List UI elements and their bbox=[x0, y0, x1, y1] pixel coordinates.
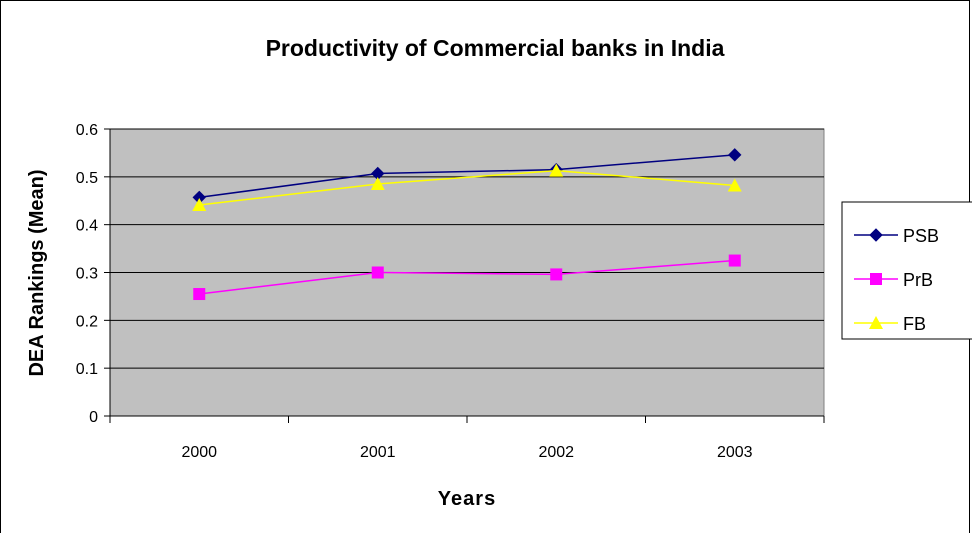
data-point bbox=[549, 163, 564, 177]
x-axis-title: Years bbox=[438, 488, 496, 510]
y-axis-title: DEA Rankings (Mean) bbox=[26, 169, 48, 376]
y-tick-label: 0.5 bbox=[76, 170, 98, 187]
y-tick-label: 0.6 bbox=[76, 122, 98, 139]
legend-marker bbox=[869, 316, 883, 329]
data-point bbox=[371, 266, 384, 279]
legend-item-psb: PSB bbox=[854, 226, 939, 246]
series-psb bbox=[192, 148, 742, 205]
legend-marker bbox=[869, 228, 883, 242]
data-point bbox=[193, 288, 206, 301]
data-point bbox=[370, 177, 385, 191]
data-point bbox=[192, 198, 207, 212]
y-tick-label: 0.3 bbox=[76, 266, 98, 283]
series-line bbox=[199, 259, 735, 295]
legend-label: FB bbox=[903, 314, 926, 334]
series-layer bbox=[192, 148, 742, 301]
x-tick-label: 2001 bbox=[360, 444, 396, 461]
y-tick-label: 0.1 bbox=[76, 361, 98, 378]
legend-label: PrB bbox=[903, 270, 933, 290]
data-point bbox=[728, 254, 741, 267]
series-line bbox=[199, 154, 735, 199]
legend-marker bbox=[870, 273, 882, 285]
data-point bbox=[550, 268, 563, 281]
legend: PSB PrB FB bbox=[841, 201, 972, 340]
legend-item-prb: PrB bbox=[854, 270, 933, 290]
data-point bbox=[728, 148, 742, 162]
y-tick-label: 0 bbox=[89, 409, 98, 426]
x-axis-ticks: 2000 2001 2002 2003 bbox=[109, 416, 825, 461]
series-line bbox=[199, 169, 735, 206]
y-axis-ticks: 0 0.1 0.2 0.3 0.4 0.5 0.6 bbox=[76, 122, 110, 426]
chart-title: Productivity of Commercial banks in Indi… bbox=[266, 35, 725, 61]
series-prb bbox=[193, 254, 741, 301]
legend-item-fb: FB bbox=[854, 314, 926, 334]
legend-label: PSB bbox=[903, 226, 939, 246]
x-tick-label: 2002 bbox=[538, 444, 574, 461]
y-tick-label: 0.4 bbox=[76, 218, 98, 235]
x-tick-label: 2000 bbox=[181, 444, 217, 461]
series-fb bbox=[192, 163, 742, 212]
data-point bbox=[727, 178, 742, 192]
legend-box bbox=[841, 201, 972, 340]
y-tick-label: 0.2 bbox=[76, 313, 98, 330]
x-tick-label: 2003 bbox=[717, 444, 753, 461]
